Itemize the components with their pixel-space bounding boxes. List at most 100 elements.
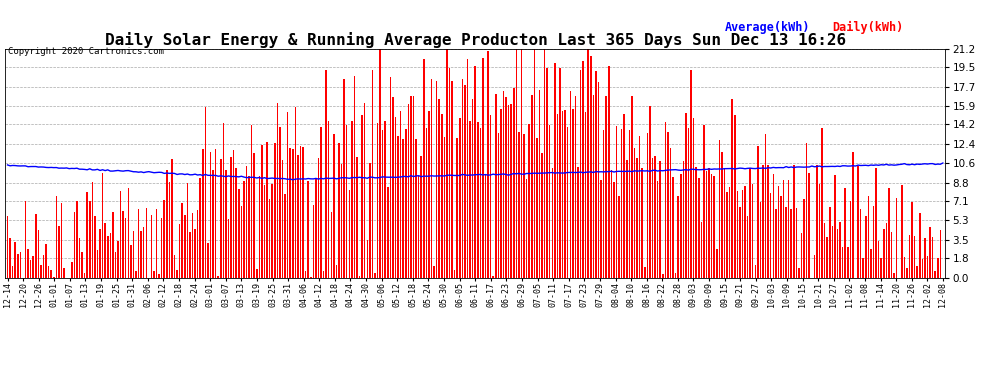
Bar bbox=[492, 276, 494, 278]
Bar bbox=[567, 127, 568, 278]
Bar bbox=[487, 51, 489, 278]
Bar bbox=[832, 226, 834, 278]
Bar bbox=[310, 277, 312, 278]
Bar bbox=[824, 223, 826, 278]
Bar bbox=[315, 178, 317, 278]
Bar bbox=[548, 125, 550, 278]
Bar bbox=[244, 181, 245, 278]
Bar bbox=[862, 258, 864, 278]
Bar bbox=[847, 247, 848, 278]
Bar bbox=[803, 199, 805, 278]
Bar bbox=[780, 196, 782, 278]
Bar bbox=[20, 252, 21, 278]
Bar bbox=[865, 216, 866, 278]
Bar bbox=[276, 103, 278, 278]
Bar bbox=[719, 140, 720, 278]
Bar bbox=[837, 229, 839, 278]
Bar bbox=[783, 180, 784, 278]
Bar bbox=[17, 254, 19, 278]
Bar bbox=[521, 49, 522, 278]
Bar bbox=[384, 121, 386, 278]
Bar bbox=[516, 49, 517, 278]
Bar bbox=[12, 266, 14, 278]
Bar bbox=[875, 168, 877, 278]
Bar bbox=[829, 207, 831, 278]
Bar bbox=[608, 66, 610, 278]
Bar bbox=[358, 276, 360, 278]
Bar bbox=[909, 235, 910, 278]
Bar bbox=[418, 176, 420, 278]
Bar bbox=[15, 242, 16, 278]
Bar bbox=[318, 158, 319, 278]
Bar bbox=[809, 173, 810, 278]
Bar bbox=[302, 147, 304, 278]
Bar bbox=[746, 216, 748, 278]
Bar bbox=[313, 204, 314, 278]
Bar bbox=[379, 49, 381, 278]
Bar bbox=[893, 273, 895, 278]
Bar bbox=[806, 143, 808, 278]
Bar bbox=[587, 49, 589, 278]
Bar bbox=[73, 211, 75, 278]
Bar bbox=[436, 81, 438, 278]
Bar bbox=[25, 201, 27, 278]
Bar bbox=[150, 215, 152, 278]
Bar bbox=[867, 196, 869, 278]
Bar bbox=[189, 232, 191, 278]
Bar bbox=[685, 113, 687, 278]
Bar bbox=[937, 258, 939, 278]
Bar bbox=[626, 160, 628, 278]
Bar bbox=[210, 152, 211, 278]
Bar bbox=[775, 209, 776, 278]
Bar bbox=[426, 128, 427, 278]
Bar bbox=[246, 166, 248, 278]
Bar bbox=[778, 186, 779, 278]
Bar bbox=[374, 273, 376, 278]
Bar bbox=[500, 109, 502, 278]
Bar bbox=[228, 219, 230, 278]
Bar bbox=[911, 202, 913, 278]
Bar bbox=[274, 144, 275, 278]
Bar bbox=[940, 230, 941, 278]
Bar bbox=[701, 222, 702, 278]
Bar bbox=[752, 183, 753, 278]
Bar bbox=[351, 121, 352, 278]
Bar bbox=[192, 213, 193, 278]
Bar bbox=[35, 214, 37, 278]
Bar bbox=[621, 129, 623, 278]
Bar bbox=[423, 59, 425, 278]
Bar bbox=[664, 122, 666, 278]
Bar bbox=[361, 115, 363, 278]
Bar bbox=[125, 218, 127, 278]
Bar bbox=[693, 118, 694, 278]
Bar bbox=[279, 126, 281, 278]
Bar bbox=[179, 224, 180, 278]
Bar bbox=[326, 70, 327, 278]
Bar bbox=[616, 126, 618, 278]
Bar bbox=[339, 142, 340, 278]
Bar bbox=[323, 271, 325, 278]
Bar bbox=[716, 249, 718, 278]
Bar bbox=[559, 68, 560, 278]
Bar bbox=[263, 185, 265, 278]
Bar bbox=[223, 123, 224, 278]
Bar bbox=[30, 260, 32, 278]
Bar bbox=[444, 137, 446, 278]
Bar bbox=[873, 206, 874, 278]
Text: Average(kWh): Average(kWh) bbox=[725, 21, 810, 34]
Bar bbox=[50, 270, 51, 278]
Bar bbox=[634, 148, 636, 278]
Bar bbox=[624, 114, 625, 278]
Bar bbox=[215, 148, 217, 278]
Bar bbox=[651, 158, 653, 278]
Bar bbox=[236, 168, 237, 278]
Bar bbox=[333, 134, 335, 278]
Bar bbox=[107, 236, 109, 278]
Bar bbox=[629, 130, 631, 278]
Bar bbox=[505, 97, 507, 278]
Bar bbox=[292, 148, 293, 278]
Bar bbox=[742, 190, 743, 278]
Bar bbox=[542, 153, 543, 278]
Bar bbox=[642, 168, 643, 278]
Bar bbox=[366, 240, 368, 278]
